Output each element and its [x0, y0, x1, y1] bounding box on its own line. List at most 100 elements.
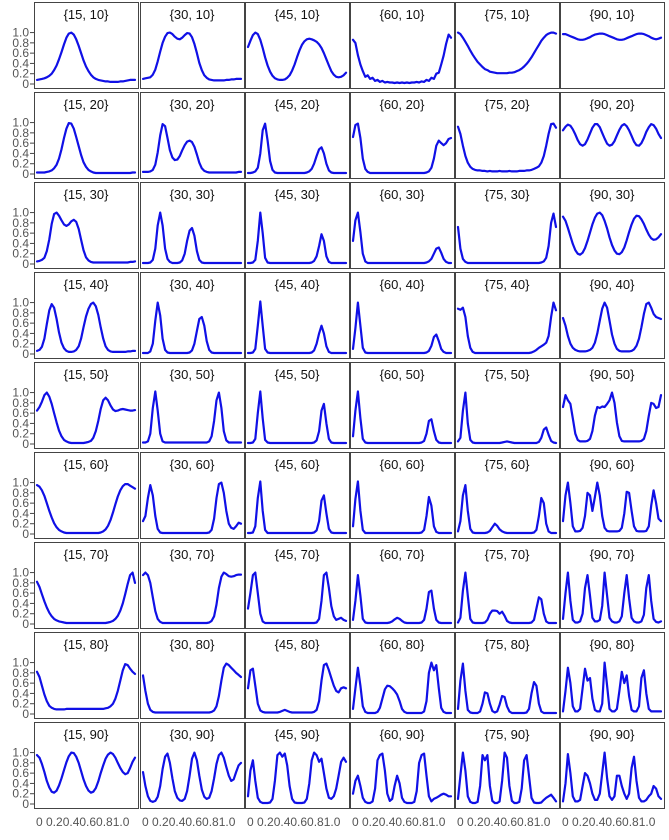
x-tick-labels: 0 0.20.40.60.81.0 [36, 815, 130, 829]
y-tick-label: 0.6 [12, 316, 29, 330]
series-line [561, 481, 663, 533]
y-tick-label: 0 [22, 797, 29, 811]
panel: {90, 20} [560, 92, 665, 179]
y-tick-label: 0.2 [12, 517, 29, 531]
panel: {45, 30} [245, 182, 350, 269]
panel-title: {30, 30} [170, 187, 215, 202]
y-tick-label: 1.0 [12, 386, 29, 400]
y-tick-label: 0.2 [12, 697, 29, 711]
panel-title: {60, 80} [380, 637, 425, 652]
panel-frame [455, 452, 560, 539]
panel-title: {15, 60} [64, 457, 109, 472]
panel-frame [245, 362, 350, 449]
panel: {75, 50} [455, 362, 560, 449]
series-line [351, 390, 453, 445]
panel-title: {60, 10} [380, 7, 425, 22]
panel: {30, 90} [140, 722, 245, 809]
series-line [35, 751, 137, 794]
panel-title: {90, 60} [590, 457, 635, 472]
y-tick-label: 0.6 [12, 586, 29, 600]
panel: {30, 70} [140, 542, 245, 629]
panel-title: {30, 50} [170, 367, 215, 382]
panel: {75, 10} [455, 2, 560, 89]
y-tick-label: 0 [22, 617, 29, 631]
panel-frame [560, 272, 665, 359]
series-line [246, 662, 348, 714]
y-tick-label: 0.6 [12, 496, 29, 510]
panel: {90, 60} [560, 452, 665, 539]
series-line [35, 121, 137, 175]
panel-frame [350, 92, 455, 179]
panel-title: {45, 70} [275, 547, 320, 562]
panel: {15, 40} 00.20.40.60.81.0 [12, 272, 139, 361]
panel: {90, 70} [560, 542, 665, 629]
panel-title: {30, 60} [170, 457, 215, 472]
y-tick-label: 0.8 [12, 666, 29, 680]
panel: {75, 30} [455, 182, 560, 269]
y-tick-label: 0.6 [12, 406, 29, 420]
series-line [141, 122, 243, 174]
panel: {90, 10} [560, 2, 665, 89]
panel-frame [455, 542, 560, 629]
series-line [141, 662, 243, 714]
panel-frame [245, 632, 350, 719]
panel: {60, 80} [350, 632, 455, 719]
y-tick-label: 0.4 [12, 776, 29, 790]
panel-frame [245, 722, 350, 809]
panel: {45, 60} [245, 452, 350, 539]
panel-title: {75, 90} [485, 727, 530, 742]
panel: {30, 10} [140, 2, 245, 89]
panel-title: {90, 30} [590, 187, 635, 202]
panel: {60, 60} [350, 452, 455, 539]
series-line [351, 573, 453, 625]
series-line [141, 31, 243, 82]
panel-title: {45, 90} [275, 727, 320, 742]
series-line [561, 32, 663, 41]
series-line [35, 391, 137, 445]
panel: {75, 60} [455, 452, 560, 539]
series-line [35, 571, 137, 625]
panel-frame [245, 272, 350, 359]
panel-title: {60, 40} [380, 277, 425, 292]
panel: {45, 50} [245, 362, 350, 449]
panel-title: {30, 10} [170, 7, 215, 22]
y-tick-label: 0.2 [12, 67, 29, 81]
panel-title: {90, 50} [590, 367, 635, 382]
series-line [246, 390, 348, 445]
series-line [35, 211, 137, 264]
panel-frame [350, 542, 455, 629]
y-tick-label: 0 [22, 257, 29, 271]
y-tick-label: 0.2 [12, 427, 29, 441]
y-tick-label: 0.8 [12, 486, 29, 500]
panel-title: {45, 50} [275, 367, 320, 382]
panel: {30, 60} [140, 452, 245, 539]
panel-title: {15, 10} [64, 7, 109, 22]
panel-frame [455, 182, 560, 269]
panel-title: {75, 80} [485, 637, 530, 652]
panel-title: {15, 70} [64, 547, 109, 562]
panel-frame [34, 722, 139, 809]
series-line [456, 662, 558, 715]
panel: {15, 90} 00.20.40.60.81.0 [12, 722, 139, 811]
series-line [561, 301, 663, 353]
panel: {90, 80} [560, 632, 665, 719]
series-line [456, 751, 558, 805]
panel-title: {15, 90} [64, 727, 109, 742]
series-line [35, 31, 137, 84]
panel: {60, 50} [350, 362, 455, 449]
series-line [351, 480, 453, 535]
y-tick-label: 1.0 [12, 206, 29, 220]
series-line [246, 300, 348, 355]
x-tick-labels: 0 0.20.40.60.81.0 [562, 815, 656, 829]
panel-title: {30, 40} [170, 277, 215, 292]
panel: {15, 20} 00.20.40.60.81.0 [12, 92, 139, 181]
panel-title: {15, 40} [64, 277, 109, 292]
panel-frame [34, 452, 139, 539]
panel-frame [140, 2, 245, 89]
y-tick-label: 0 [22, 437, 29, 451]
series-line [141, 751, 243, 804]
y-tick-label: 0.4 [12, 506, 29, 520]
panel-title: {60, 30} [380, 187, 425, 202]
panel: {60, 90} [350, 722, 455, 809]
series-line [456, 31, 558, 75]
